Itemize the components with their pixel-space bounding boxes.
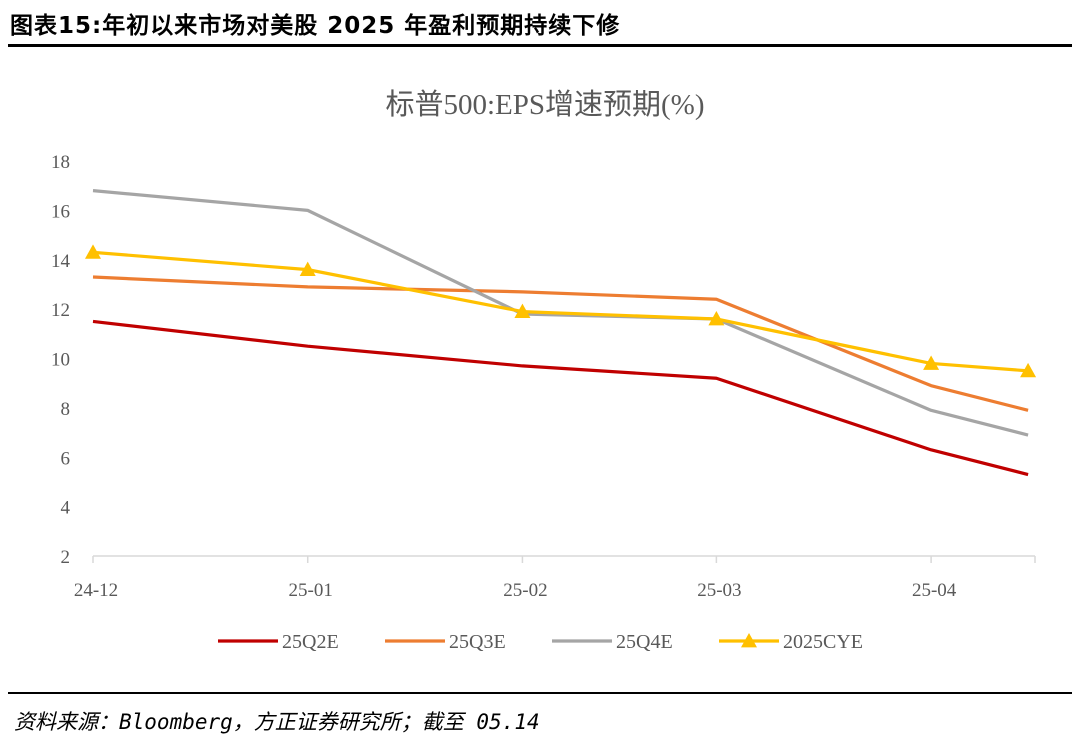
x-tick-label: 25-03 — [697, 580, 741, 601]
y-tick-label: 10 — [51, 350, 70, 371]
y-tick-label: 18 — [51, 152, 70, 173]
data-point-marker — [708, 311, 725, 326]
x-tick-label: 25-02 — [503, 580, 547, 601]
data-point-marker — [1020, 362, 1037, 378]
source-note: 资料来源：Bloomberg，方正证券研究所；截至 05.14 — [14, 710, 540, 734]
legend-label: 25Q3E — [449, 631, 506, 653]
y-tick-label: 6 — [61, 448, 71, 469]
data-point-marker — [85, 244, 101, 259]
top-rule — [8, 44, 1072, 47]
x-tick-label: 24-12 — [74, 580, 118, 601]
y-tick-label: 8 — [61, 399, 71, 420]
chart-title: 标普500:EPS增速预期(%) — [385, 88, 704, 121]
series-line-25Q3E — [92, 275, 1029, 412]
y-tick-label: 4 — [61, 498, 71, 519]
legend-item-25Q3E: 25Q3E — [385, 631, 506, 653]
legend-item-25Q4E: 25Q4E — [552, 631, 673, 653]
axes: 2 4 6 8 10 12 14 16 18 24-12 25-01 25-02 25-03 25-04 — [51, 152, 1036, 601]
legend: 25Q2E 25Q3E 25Q4E 2025CYE — [218, 631, 863, 653]
figure-title: 图表15:年初以来市场对美股 2025 年盈利预期持续下修 — [10, 13, 621, 39]
series-line-25Q2E — [92, 319, 1029, 477]
x-tick-label: 25-04 — [912, 580, 957, 601]
legend-item-2025CYE: 2025CYE — [719, 631, 863, 653]
legend-triangle-icon — [741, 633, 757, 648]
x-tick-label: 25-01 — [289, 580, 333, 601]
data-point-marker — [923, 355, 940, 370]
y-tick-label: 16 — [51, 201, 70, 222]
data-point-marker — [299, 261, 316, 277]
y-tick-label: 14 — [51, 251, 71, 272]
legend-label: 2025CYE — [783, 631, 863, 653]
bottom-rule — [8, 692, 1072, 694]
series-lines — [85, 189, 1037, 477]
data-point-marker — [514, 303, 531, 318]
y-tick-label: 2 — [61, 547, 71, 568]
y-tick-label: 12 — [51, 300, 70, 321]
series-25Q2E — [92, 319, 1029, 477]
series-line-2025CYE — [92, 250, 1029, 373]
series-2025CYE — [85, 244, 1037, 378]
legend-label: 25Q2E — [282, 631, 339, 653]
legend-label: 25Q4E — [616, 631, 673, 653]
series-25Q3E — [92, 275, 1029, 412]
legend-item-25Q2E: 25Q2E — [218, 631, 339, 653]
